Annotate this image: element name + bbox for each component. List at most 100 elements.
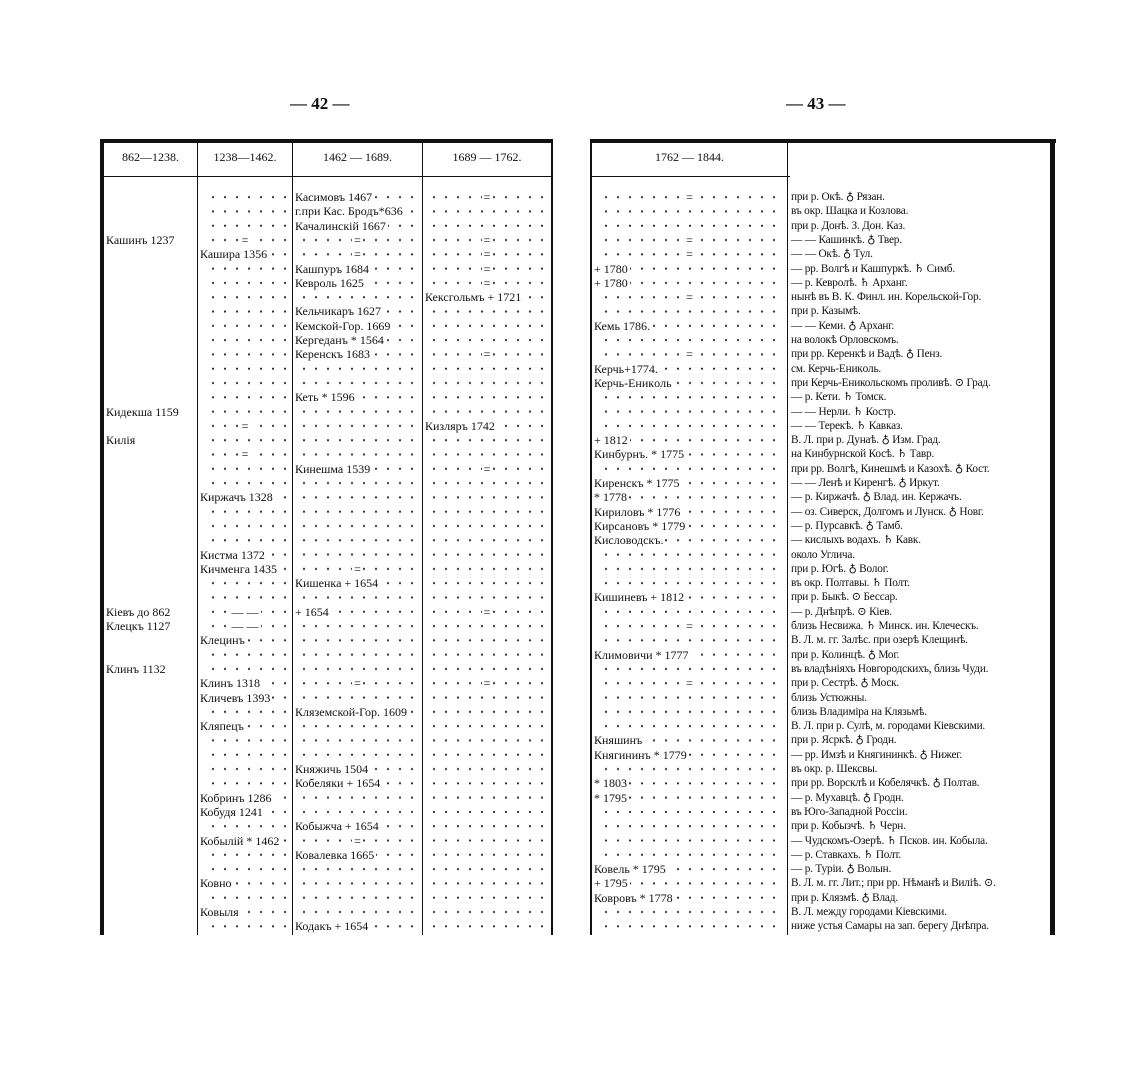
cell-text: — — bbox=[229, 619, 261, 633]
cell-text: = bbox=[684, 347, 695, 362]
cell-text: = bbox=[239, 418, 251, 433]
cell-text: Качалинскій 1667 bbox=[293, 218, 388, 233]
cell-text: = bbox=[684, 232, 695, 247]
cell-text: Клецинъ bbox=[198, 633, 247, 648]
cell-text: Касимовъ 1467 bbox=[293, 190, 375, 204]
cell-text: Кобыжча + 1654 bbox=[293, 819, 381, 834]
table-cell: близь Устюжны. bbox=[789, 691, 1050, 705]
cell-text: Килія bbox=[104, 433, 138, 448]
table-cell: Кеть * 1596 bbox=[293, 390, 422, 405]
table-cell: = bbox=[592, 676, 787, 691]
table-cell: — оз. Сиверск, Долгомъ и Лунск. ♁ Новг. bbox=[789, 505, 1050, 519]
rule bbox=[590, 139, 592, 935]
table-cell: Кобеляки + 1654 bbox=[293, 776, 422, 791]
table-cell: при рр. Керенкѣ и Вадѣ. ♁ Пенз. bbox=[789, 347, 1050, 361]
table-cell: Княшинъ bbox=[592, 733, 787, 748]
table-cell: Кляпецъ bbox=[198, 719, 292, 734]
cell-text: — — Терекѣ. ♄ Кавказ. bbox=[789, 419, 905, 432]
cell-text: = bbox=[481, 676, 493, 691]
table-cell: см. Керчь-Еникoль. bbox=[789, 362, 1050, 376]
table-cell: при р. Быкѣ. ⊙ Бессар. bbox=[789, 590, 1050, 604]
cell-text: при рр. Ворсклѣ и Кобелячкѣ. ♁ Полтав. bbox=[789, 777, 982, 790]
cell-text: Кемь 1786. bbox=[592, 318, 652, 333]
table-cell: Кистма 1372 bbox=[198, 547, 292, 562]
table-cell: = bbox=[592, 247, 787, 262]
table-cell: Кельчикаръ 1627 bbox=[293, 304, 422, 319]
dot-leaders bbox=[598, 190, 784, 935]
table-cell: около Углича. bbox=[789, 548, 1050, 562]
table-cell: близь Несвижа. ♄ Минск. ин. Клеческъ. bbox=[789, 619, 1050, 633]
table-cell: близь Владиміра на Клязьмѣ. bbox=[789, 705, 1050, 719]
table-cell: Кевроль 1625 bbox=[293, 275, 422, 290]
cell-text: около Углича. bbox=[789, 548, 857, 561]
rule bbox=[197, 143, 198, 935]
cell-text: Климовичи * 1777 bbox=[592, 647, 691, 662]
rule bbox=[551, 139, 553, 935]
page-number: — 42 — bbox=[290, 94, 350, 113]
table-cell: при рр. Ворсклѣ и Кобелячкѣ. ♁ Полтав. bbox=[789, 776, 1050, 790]
table-cell: Кашира 1356 bbox=[198, 247, 292, 262]
table-cell: Кишиневъ + 1812 bbox=[592, 590, 787, 605]
table-cell: = bbox=[423, 247, 551, 262]
cell-text: Кергеданъ * 1564 bbox=[293, 333, 386, 347]
cell-text: Клецкъ 1127 bbox=[104, 619, 173, 633]
cell-text: Кисловодскъ. bbox=[592, 533, 666, 548]
rule bbox=[787, 143, 788, 935]
cell-text: = bbox=[481, 261, 493, 276]
cell-text: = bbox=[239, 232, 251, 247]
cell-text: Кириловъ * 1776 bbox=[592, 504, 683, 519]
cell-text: Кексгольмъ + 1721 bbox=[423, 290, 524, 305]
column-header: 1689 — 1762. bbox=[452, 150, 522, 164]
cell-text: = bbox=[684, 290, 695, 305]
cell-text: въ владѣніяхъ Новгородскихъ, близь Чуди. bbox=[789, 662, 991, 675]
table-cell: — — Кеми. ♁ Арханг. bbox=[789, 319, 1050, 333]
cell-text: Кашинъ 1237 bbox=[104, 232, 177, 247]
cell-text: = bbox=[684, 619, 695, 633]
table-cell: В. Л. при р. Сулѣ, м. городами Кіевскими… bbox=[789, 719, 1050, 733]
table-cell: = bbox=[293, 561, 422, 576]
cell-text: нынѣ въ В. К. Финл. ин. Корельской-Гор. bbox=[789, 291, 984, 304]
table-cell: — рр. Волгѣ и Кашпуркѣ. ♄ Симб. bbox=[789, 262, 1050, 276]
table-cell: Клинъ 1132 bbox=[104, 661, 197, 676]
cell-text: = bbox=[481, 461, 493, 476]
table-cell: при р. Ясркѣ. ♁ Гродн. bbox=[789, 733, 1050, 747]
cell-text: близь Устюжны. bbox=[789, 691, 869, 704]
cell-text: Кобудя 1241 bbox=[198, 804, 265, 819]
table-cell: Ковыля bbox=[198, 905, 292, 919]
table-cell: Керчь+1774. bbox=[592, 361, 787, 376]
cell-text: Ковровъ * 1778 bbox=[592, 890, 675, 905]
table-cell: при р. Донѣ. З. Дон. Каз. bbox=[789, 219, 1050, 233]
table-cell: Клецкъ 1127 bbox=[104, 619, 197, 633]
cell-text: Кіевъ до 862 bbox=[104, 604, 173, 619]
table-cell: Ковно bbox=[198, 876, 292, 891]
cell-text: * 1795 bbox=[592, 790, 629, 805]
cell-text: = bbox=[352, 247, 363, 262]
table-cell: — р. Киржачѣ. ♁ Влад. ин. Кержачъ. bbox=[789, 490, 1050, 504]
cell-text: близь Несвижа. ♄ Минск. ин. Клеческъ. bbox=[789, 620, 981, 632]
cell-text: = bbox=[481, 247, 493, 262]
cell-text: при р. Казымѣ. bbox=[789, 305, 863, 318]
table-cell: Климовичи * 1777 bbox=[592, 647, 787, 662]
table-cell: + 1780 bbox=[592, 261, 787, 276]
table-cell: = bbox=[592, 619, 787, 633]
cell-text: Керчь+1774. bbox=[592, 361, 660, 376]
rule bbox=[590, 176, 790, 177]
cell-text: Ковель * 1795 bbox=[592, 862, 668, 877]
cell-text: при р. Колинцѣ. ♁ Мог. bbox=[789, 648, 902, 661]
table-cell: Кидекша 1159 bbox=[104, 404, 197, 419]
cell-text: Кирсановъ * 1779 bbox=[592, 518, 688, 533]
table-cell: + 1795 bbox=[592, 876, 787, 891]
table-cell: Клязeмской-Гор. 1609 bbox=[293, 704, 422, 719]
cell-text: при р. Югѣ. ♁ Волог. bbox=[789, 562, 891, 575]
cell-text: — рр. Волгѣ и Кашпуркѣ. ♄ Симб. bbox=[789, 262, 957, 275]
table-cell: Кергеданъ * 1564 bbox=[293, 333, 422, 347]
table-cell: Княжичь 1504 bbox=[293, 762, 422, 776]
cell-text: въ окр. Шацка и Козлова. bbox=[789, 205, 911, 218]
table-cell: Кишенка + 1654 bbox=[293, 576, 422, 591]
cell-text: Кичменга 1435 bbox=[198, 561, 280, 576]
cell-text: Клинъ 1132 bbox=[104, 661, 168, 676]
table-cell: = bbox=[198, 232, 292, 247]
table-cell: Ковалевка 1665 bbox=[293, 847, 422, 862]
table-cell: В. Л. м. гг. Лит.; при рр. Нѣманѣ и Вилі… bbox=[789, 876, 1050, 890]
cell-text: Киржачъ 1328 bbox=[198, 490, 275, 505]
